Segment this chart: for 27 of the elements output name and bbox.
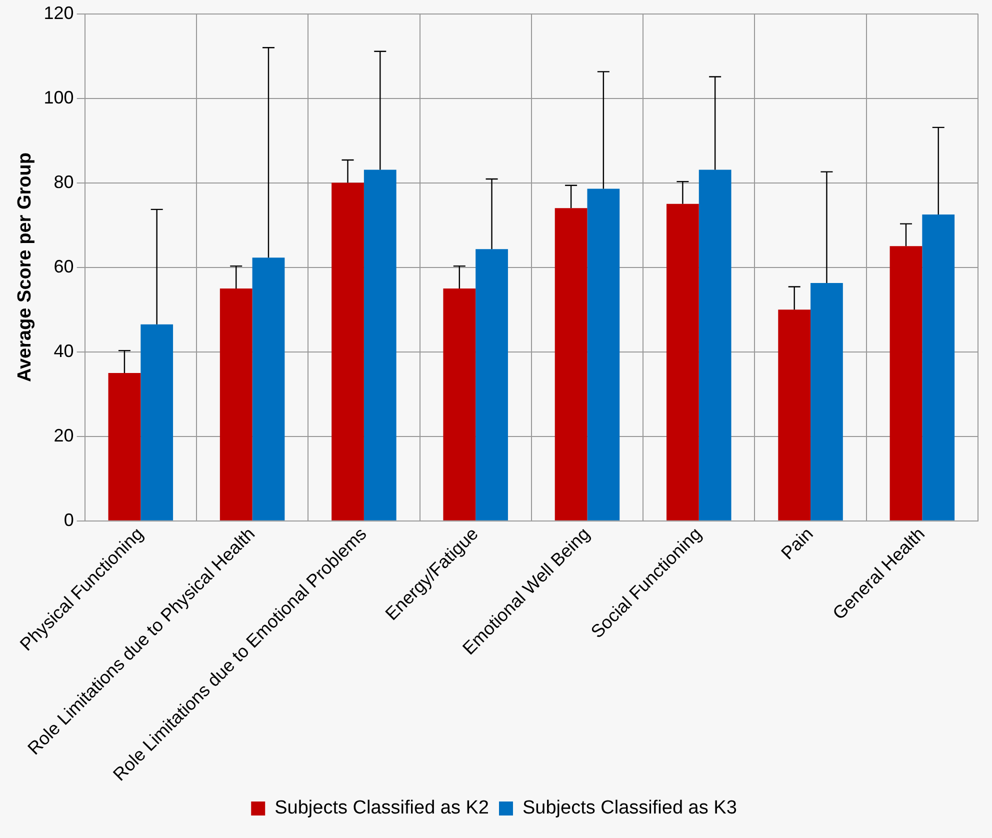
x-tick-label: Pain bbox=[777, 524, 817, 564]
y-tick-label: 60 bbox=[54, 256, 74, 276]
bar bbox=[140, 324, 174, 520]
bar bbox=[666, 204, 699, 520]
bar bbox=[220, 288, 252, 520]
bar bbox=[698, 170, 732, 520]
y-axis-title: Average Score per Group bbox=[14, 152, 36, 382]
bar bbox=[554, 208, 588, 520]
y-tick-label: 120 bbox=[44, 2, 74, 23]
y-tick-label: 100 bbox=[44, 87, 74, 108]
bar bbox=[922, 214, 955, 520]
y-tick-label: 40 bbox=[54, 340, 74, 361]
bar bbox=[890, 246, 922, 520]
bar bbox=[587, 188, 620, 520]
bar bbox=[476, 249, 508, 520]
legend-label: Subjects Classified as K2 bbox=[274, 798, 490, 819]
bar bbox=[810, 282, 843, 520]
y-tick-label: 20 bbox=[54, 425, 74, 446]
y-tick-label: 80 bbox=[54, 172, 74, 192]
bar bbox=[364, 170, 396, 520]
bar bbox=[778, 310, 811, 520]
bar bbox=[332, 182, 364, 520]
y-tick-label: 0 bbox=[64, 510, 74, 530]
bar bbox=[108, 372, 141, 520]
legend-label: Subjects Classified as K3 bbox=[522, 798, 737, 819]
bar bbox=[443, 288, 476, 520]
bar bbox=[252, 258, 285, 520]
